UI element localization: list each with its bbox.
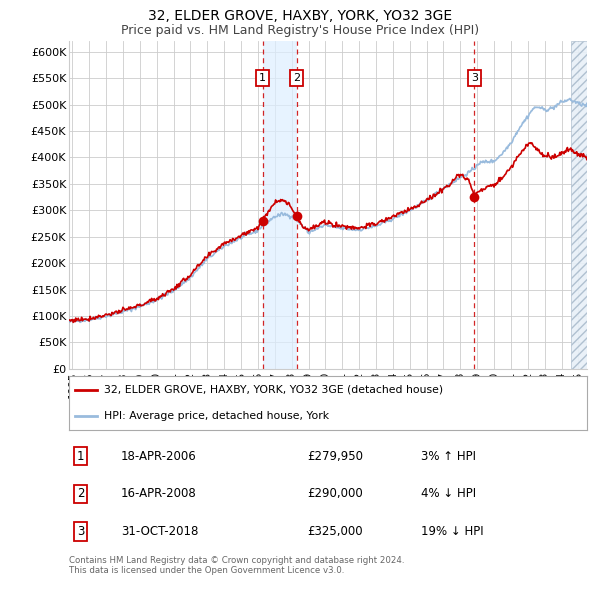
Text: 16-APR-2008: 16-APR-2008	[121, 487, 197, 500]
Text: 2: 2	[293, 73, 300, 83]
Text: 3: 3	[77, 525, 84, 538]
Text: 2: 2	[77, 487, 84, 500]
Text: 1: 1	[259, 73, 266, 83]
Text: HPI: Average price, detached house, York: HPI: Average price, detached house, York	[104, 411, 329, 421]
Text: £279,950: £279,950	[307, 450, 363, 463]
Text: 32, ELDER GROVE, HAXBY, YORK, YO32 3GE: 32, ELDER GROVE, HAXBY, YORK, YO32 3GE	[148, 9, 452, 23]
Text: 3: 3	[471, 73, 478, 83]
Text: 32, ELDER GROVE, HAXBY, YORK, YO32 3GE (detached house): 32, ELDER GROVE, HAXBY, YORK, YO32 3GE (…	[104, 385, 443, 395]
Bar	[571, 41, 587, 369]
Text: Contains HM Land Registry data © Crown copyright and database right 2024.
This d: Contains HM Land Registry data © Crown c…	[69, 556, 404, 575]
Text: 19% ↓ HPI: 19% ↓ HPI	[421, 525, 484, 538]
Text: 18-APR-2006: 18-APR-2006	[121, 450, 197, 463]
Text: Price paid vs. HM Land Registry's House Price Index (HPI): Price paid vs. HM Land Registry's House …	[121, 24, 479, 37]
Bar	[263, 41, 296, 369]
Text: 1: 1	[77, 450, 84, 463]
Text: £325,000: £325,000	[307, 525, 363, 538]
Text: 4% ↓ HPI: 4% ↓ HPI	[421, 487, 476, 500]
Text: 3% ↑ HPI: 3% ↑ HPI	[421, 450, 476, 463]
Text: 31-OCT-2018: 31-OCT-2018	[121, 525, 198, 538]
Text: £290,000: £290,000	[307, 487, 363, 500]
